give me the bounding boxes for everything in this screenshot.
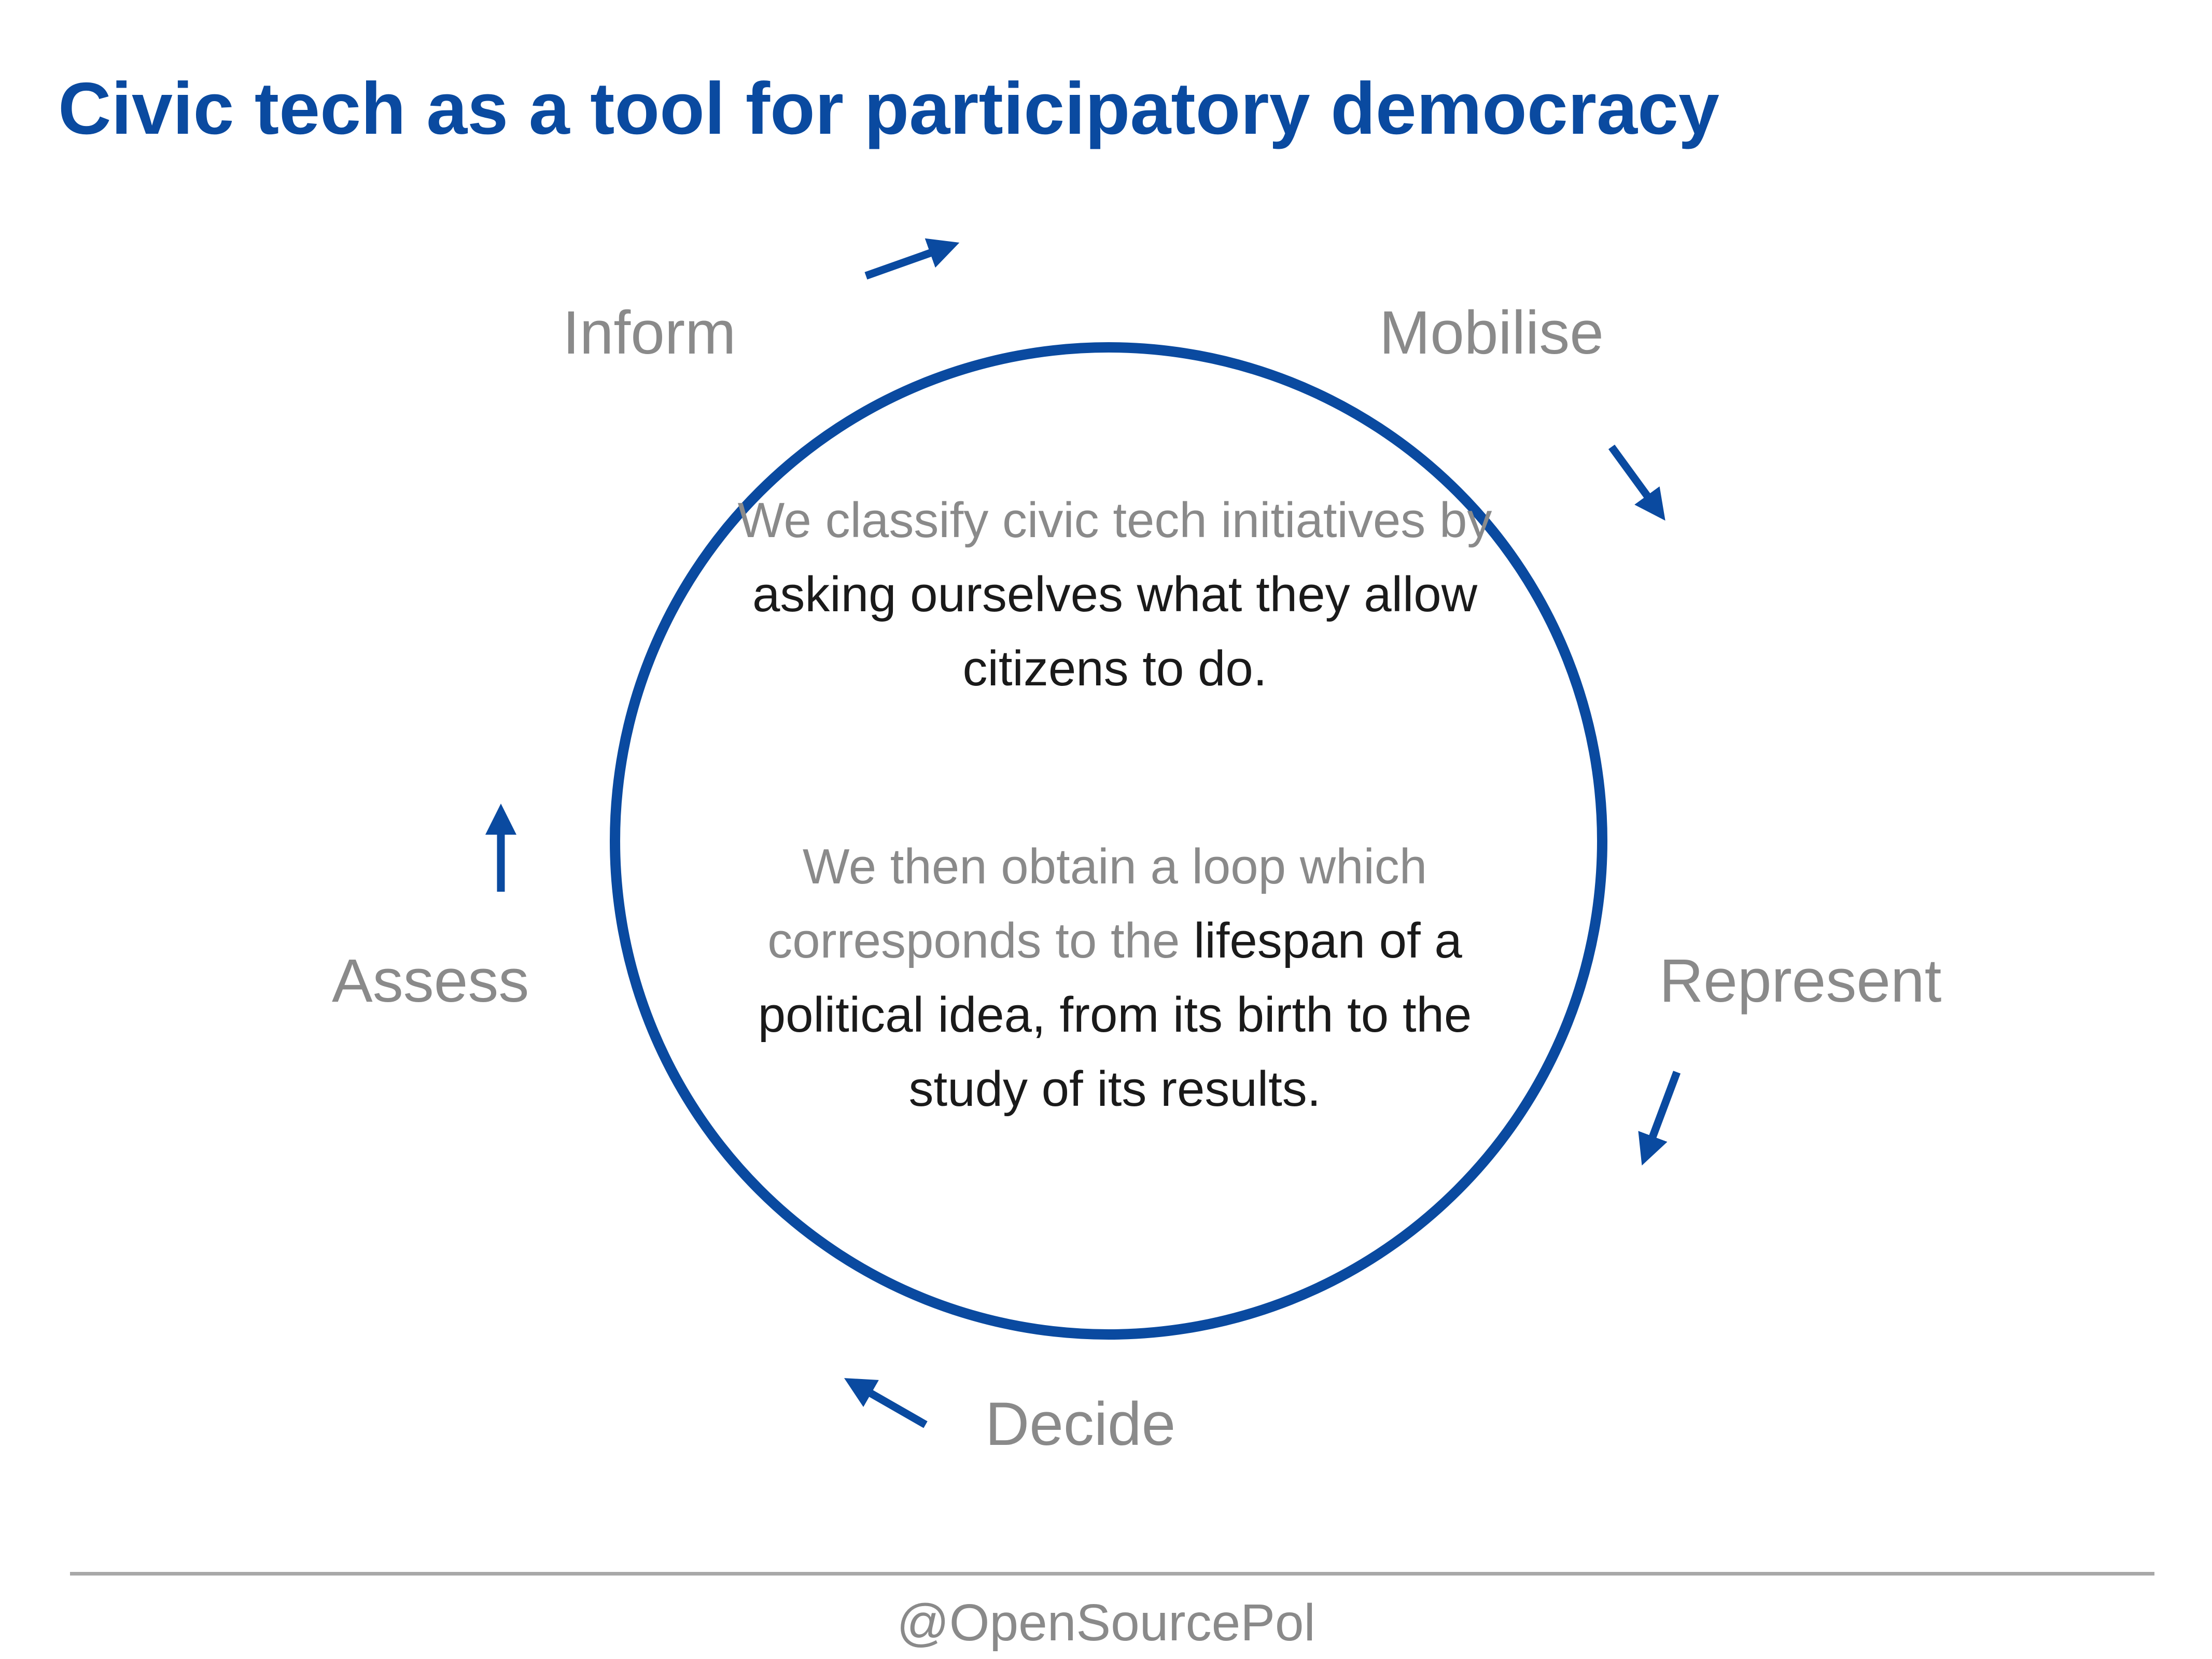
arrow-inform-to-mobilise-icon	[864, 238, 960, 280]
arrow-mobilise-to-represent-icon	[1608, 444, 1665, 521]
arrow-represent-to-decide-icon	[1638, 1071, 1681, 1166]
arrow-decide-to-assess-icon	[844, 1378, 928, 1428]
classify-emphasis-text: asking ourselves what they allow citizen…	[752, 567, 1478, 696]
stage-mobilise: Mobilise	[1379, 299, 1604, 367]
stage-represent: Represent	[1659, 947, 1942, 1015]
loop-emphasis-text: lifespan of a political idea, from its b…	[758, 913, 1472, 1117]
footer-divider	[70, 1572, 2154, 1576]
loop-muted-text: We then obtain a loop which corresponds …	[767, 839, 1427, 968]
footer-handle: @OpenSourcePol	[897, 1594, 1315, 1652]
cycle-circle	[610, 342, 1607, 1340]
stage-decide: Decide	[985, 1390, 1176, 1458]
classify-muted-text: We classify civic tech initiatives by	[737, 493, 1492, 548]
center-paragraph-classify: We classify civic tech initiatives by as…	[705, 483, 1524, 706]
stage-assess: Assess	[332, 947, 529, 1015]
center-paragraph-loop: We then obtain a loop which corresponds …	[705, 830, 1524, 1126]
stage-inform: Inform	[563, 299, 736, 367]
page-title: Civic tech as a tool for participatory d…	[58, 67, 1719, 150]
